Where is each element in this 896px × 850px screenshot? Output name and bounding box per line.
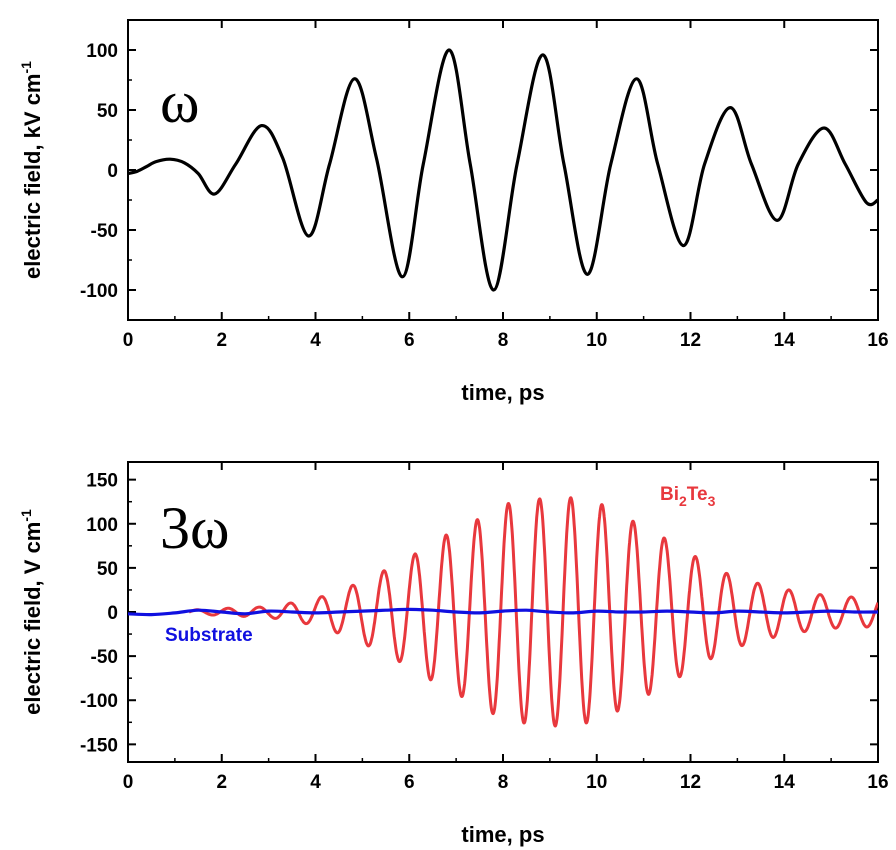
- panel-label: ω: [160, 69, 200, 135]
- y-tick-label: -100: [80, 691, 118, 712]
- y-tick-label: 100: [86, 41, 118, 62]
- y-tick-label: 0: [107, 603, 118, 624]
- y-tick-label: 100: [86, 515, 118, 536]
- y-tick-label: -150: [80, 735, 118, 756]
- y-tick-label: -50: [91, 221, 118, 242]
- x-tick-label: 4: [310, 772, 321, 793]
- y-tick-label: 50: [97, 559, 118, 580]
- x-tick-label: 10: [586, 772, 607, 793]
- x-tick-label: 14: [774, 772, 796, 793]
- y-axis-title-main: electric field, V cm: [20, 522, 45, 715]
- y-axis-title-sup: -1: [18, 509, 34, 522]
- x-tick-label: 12: [680, 330, 701, 351]
- panel-3omega: 0 2 4 6 8 10 12 14 16 -150 -100 -50 0 50 100 150 3ω Bi…: [18, 461, 889, 847]
- x-tick-label: 14: [774, 330, 796, 351]
- y-tick-label: -100: [80, 281, 118, 302]
- label-te: Te: [687, 484, 708, 505]
- panel-label: 3ω: [160, 495, 230, 561]
- y-tick-labels: -150 -100 -50 0 50 100 150: [80, 471, 118, 757]
- x-tick-labels: 0 2 4 6 8 10 12 14 16: [123, 772, 889, 793]
- x-tick-label: 0: [123, 330, 134, 351]
- label-bi: Bi: [660, 484, 679, 505]
- x-tick-label: 0: [123, 772, 134, 793]
- y-tick-label: 50: [97, 101, 118, 122]
- series-label-substrate: Substrate: [165, 625, 253, 646]
- series-group: [128, 496, 878, 728]
- y-tick-label: -50: [91, 647, 118, 668]
- x-tick-label: 8: [498, 330, 509, 351]
- x-tick-label: 12: [680, 772, 701, 793]
- x-tick-label: 6: [404, 330, 415, 351]
- y-axis-title: electric field, kV cm-1: [18, 61, 45, 279]
- panel-omega: 0 2 4 6 8 10 12 14 16 -100 -50 0 50 100 ω time, ps e…: [18, 19, 889, 405]
- x-tick-label: 10: [586, 330, 607, 351]
- plot-frame: [127, 19, 879, 321]
- x-axis-title: time, ps: [461, 822, 544, 847]
- x-tick-labels: 0 2 4 6 8 10 12 14 16: [123, 330, 889, 351]
- y-axis-title-sup: -1: [18, 61, 34, 74]
- series-label-bi2te3: Bi2Te3: [660, 484, 716, 509]
- y-tick-label: 150: [86, 471, 118, 492]
- label-sub-3: 3: [708, 493, 716, 509]
- label-sub-2: 2: [679, 493, 687, 509]
- x-tick-label: 8: [498, 772, 509, 793]
- series-line: [128, 48, 878, 292]
- x-tick-label: 16: [867, 772, 888, 793]
- y-axis-title-main: electric field, kV cm: [20, 74, 45, 279]
- x-tick-label: 2: [216, 772, 227, 793]
- y-tick-label: 0: [107, 161, 118, 182]
- series-line-substrate: [128, 607, 878, 617]
- tick-marks: [127, 19, 879, 321]
- y-tick-labels: -100 -50 0 50 100: [80, 41, 118, 302]
- y-axis-title: electric field, V cm-1: [18, 509, 45, 715]
- x-tick-label: 2: [216, 330, 227, 351]
- series-line-bi2te3: [188, 496, 878, 728]
- x-tick-label: 4: [310, 330, 321, 351]
- x-tick-label: 16: [867, 330, 888, 351]
- x-tick-label: 6: [404, 772, 415, 793]
- series-group: [128, 48, 878, 292]
- x-axis-title: time, ps: [461, 380, 544, 405]
